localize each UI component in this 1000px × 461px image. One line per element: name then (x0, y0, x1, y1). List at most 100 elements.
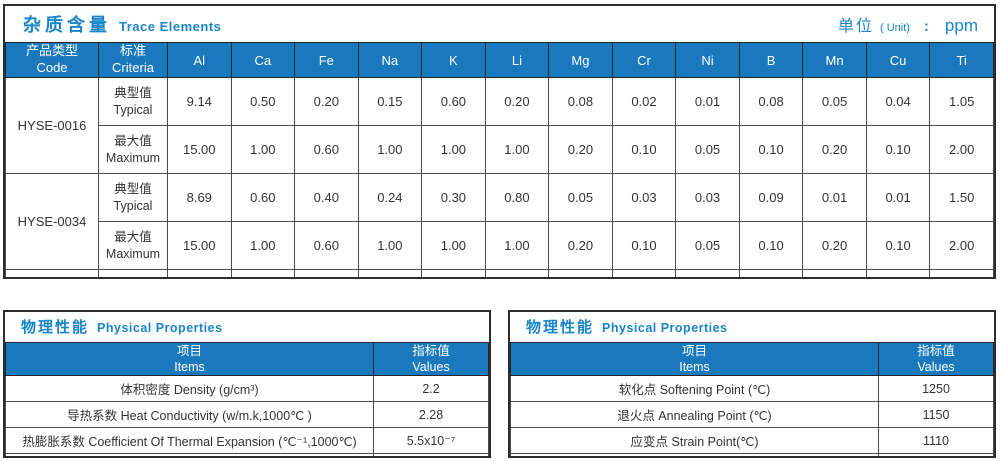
criteria-cell: 最大值 Maximum (98, 221, 168, 270)
criteria-zh: 最大值 (114, 230, 152, 245)
physical-right-title-en: Physical Properties (602, 321, 728, 335)
col-header-values: 指标值 Values (373, 341, 489, 376)
physical-right-header: 物理性能 Physical Properties (510, 312, 994, 342)
physical-right-body: 软化点 Softening Point (℃) 1250 退火点 Annealing… (509, 375, 994, 456)
property-item-cell: 导热系数 Heat Conductivity (w/m.k,1000℃ ) (4, 401, 375, 428)
trace-value-cell: 2.00 (929, 221, 994, 270)
trace-value-cell: 0.10 (738, 221, 804, 270)
trace-elements-table: 产品类型 Code 标准 Criteria Al Ca Fe Na K Li Mg Cr Ni B… (5, 42, 994, 277)
col-header-items: 项目 Items (509, 341, 880, 376)
trace-value-cell: 0.15 (357, 77, 423, 126)
col-header-element-al: Al (167, 42, 232, 78)
property-item-cell: 退火点 Annealing Point (℃) (509, 401, 880, 428)
trace-value-cell: 9.14 (167, 77, 232, 126)
trace-table-body: HYSE-0016 典型值 Typical 9.14 0.50 0.20 0.15 0.60 0… (5, 77, 994, 277)
criteria-zh: 典型值 (114, 86, 152, 101)
col-header-values: 指标值 Values (878, 341, 994, 376)
trace-data-row: HYSE-0034 典型值 Typical 8.69 0.60 0.40 0.24 0.30 0… (5, 173, 994, 270)
trace-value-cell: 2.00 (929, 125, 994, 174)
trace-value-cell: 1.00 (357, 125, 423, 174)
filler-cell (230, 269, 296, 277)
col-header-element-mg: Mg (548, 42, 613, 78)
trace-panel-header: 杂质含量 Trace Elements 单位 ( Unit) : ppm (5, 6, 994, 42)
col-header-items-en: Items (679, 359, 710, 374)
filler-cell (878, 453, 994, 456)
trace-value-cell: 0.02 (611, 77, 677, 126)
filler-cell (509, 453, 880, 456)
trace-value-cell: 0.20 (294, 77, 359, 126)
col-header-element-cu: Cu (865, 42, 931, 78)
filler-cell (421, 269, 486, 277)
physical-property-row: 热膨胀系数 Coefficient Of Thermal Expansion (… (4, 427, 489, 454)
trace-value-cell: 0.08 (548, 77, 613, 126)
col-header-element-na: Na (357, 42, 423, 78)
trace-value-cell: 1.00 (357, 221, 423, 270)
trace-value-cell: 0.10 (611, 221, 677, 270)
trace-elements-panel: 杂质含量 Trace Elements 单位 ( Unit) : ppm 产品类… (3, 4, 996, 279)
trace-panel-title: 杂质含量 Trace Elements (23, 11, 221, 37)
physical-properties-panel-right: 物理性能 Physical Properties 项目 Items 指标值 Va… (508, 309, 996, 458)
col-header-items-zh: 项目 (682, 343, 708, 358)
physical-properties-row: 物理性能 Physical Properties 项目 Items 指标值 Va… (3, 309, 996, 458)
col-header-criteria-en: Criteria (112, 60, 154, 75)
trace-value-cell: 1.00 (230, 125, 296, 174)
property-value-cell: 1150 (878, 401, 994, 428)
col-header-values-zh: 指标值 (917, 343, 955, 358)
filler-cell (167, 269, 232, 277)
trace-value-cell: 0.50 (230, 77, 296, 126)
col-header-element-fe: Fe (294, 42, 359, 78)
trace-value-cell: 0.05 (802, 77, 867, 126)
filler-row (4, 453, 489, 456)
filler-cell (675, 269, 740, 277)
criteria-en: Maximum (105, 246, 161, 261)
trace-value-cell: 0.01 (865, 173, 931, 222)
physical-property-row: 应变点 Strain Point(℃) 1110 (509, 427, 994, 454)
physical-left-title: 物理性能 Physical Properties (21, 316, 223, 337)
property-item-cell: 应变点 Strain Point(℃) (509, 427, 880, 454)
filler-row (509, 453, 994, 456)
trace-value-cell: 1.00 (484, 125, 550, 174)
trace-value-cell: 1.50 (929, 173, 994, 222)
trace-value-cell: 1.00 (484, 221, 550, 270)
physical-property-row: 退火点 Annealing Point (℃) 1150 (509, 401, 994, 428)
property-item-cell: 软化点 Softening Point (℃) (509, 375, 880, 402)
trace-value-cell: 0.20 (484, 77, 550, 126)
col-header-criteria: 标准 Criteria (98, 42, 168, 78)
trace-value-cell: 0.40 (294, 173, 359, 222)
filler-cell (611, 269, 677, 277)
col-header-values-en: Values (412, 359, 450, 374)
col-header-element-ti: Ti (929, 42, 994, 78)
property-value-cell: 2.28 (373, 401, 489, 428)
trace-value-cell: 1.00 (421, 125, 486, 174)
trace-title-zh: 杂质含量 (23, 15, 111, 35)
physical-property-row: 体积密度 Density (g/cm³) 2.2 (4, 375, 489, 402)
criteria-zh: 最大值 (114, 134, 152, 149)
trace-value-cell: 15.00 (167, 125, 232, 174)
col-header-element-b: B (738, 42, 804, 78)
trace-value-cell: 0.04 (865, 77, 931, 126)
property-item-cell: 热膨胀系数 Coefficient Of Thermal Expansion (… (4, 427, 375, 454)
trace-data-row: HYSE-0016 典型值 Typical 9.14 0.50 0.20 0.15 0.60 0… (5, 77, 994, 174)
trace-title-en: Trace Elements (119, 19, 222, 34)
trace-value-cell: 0.05 (675, 221, 740, 270)
col-header-product-code: 产品类型 Code (5, 42, 99, 78)
trace-value-cell: 15.00 (167, 221, 232, 270)
physical-right-title: 物理性能 Physical Properties (526, 316, 728, 337)
col-header-element-ca: Ca (230, 42, 296, 78)
trace-data-row: 最大值 Maximum 15.00 1.00 0.60 1.00 1.00 1.00 0.20 0… (6, 221, 994, 270)
trace-value-cell: 0.05 (675, 125, 740, 174)
property-value-cell: 1110 (878, 427, 994, 454)
filler-cell (802, 269, 867, 277)
col-header-product-en: Code (36, 60, 68, 75)
physical-left-title-en: Physical Properties (97, 321, 223, 335)
physical-left-header-row: 项目 Items 指标值 Values (4, 341, 489, 376)
trace-value-cell: 0.60 (294, 125, 359, 174)
trace-value-cell: 0.60 (230, 173, 296, 222)
trace-value-cell: 0.09 (738, 173, 804, 222)
unit-indicator: 单位 ( Unit) : ppm (838, 12, 978, 36)
col-header-element-k: K (421, 42, 486, 78)
filler-cell (4, 453, 375, 456)
unit-value: ppm (944, 16, 978, 35)
criteria-en: Typical (113, 102, 153, 117)
